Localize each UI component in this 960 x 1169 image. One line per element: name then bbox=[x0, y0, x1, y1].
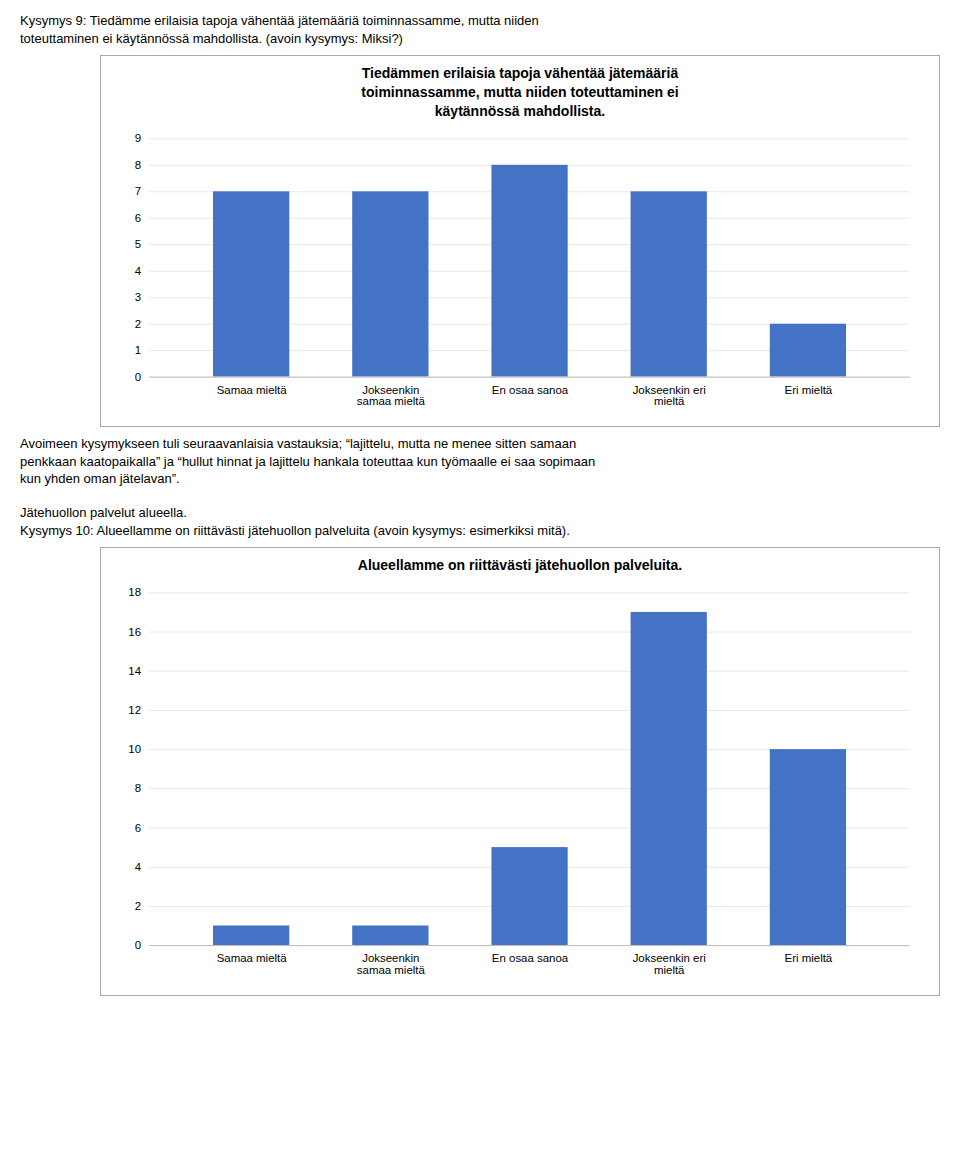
svg-text:Eri mieltä: Eri mieltä bbox=[785, 952, 833, 964]
svg-text:6: 6 bbox=[135, 212, 141, 224]
svg-text:10: 10 bbox=[128, 743, 141, 755]
html-text:Kysymys 10: Alueellamme on rii: Kysymys 10: Alueellamme on riittävästi j… bbox=[20, 522, 570, 538]
html-text:Kysymys 9: Tiedämme erilaisia: Kysymys 9: Tiedämme erilaisia tapoja väh… bbox=[20, 13, 539, 28]
html-text:Avoimeen kysymykseen tuli seur: Avoimeen kysymykseen tuli seuraavanlaisi… bbox=[20, 436, 577, 452]
svg-text:Samaa mieltä: Samaa mieltä bbox=[217, 952, 288, 964]
svg-text:0: 0 bbox=[135, 371, 141, 383]
html-text:toteuttaminen ei käytännössä m: toteuttaminen ei käytännössä mahdollista… bbox=[20, 30, 403, 46]
svg-text:Eri mieltä: Eri mieltä bbox=[785, 384, 833, 396]
svg-text:En osaa sanoa: En osaa sanoa bbox=[492, 384, 569, 396]
svg-text:2: 2 bbox=[135, 900, 141, 912]
svg-text:5: 5 bbox=[135, 238, 141, 250]
svg-text:12: 12 bbox=[128, 704, 141, 716]
svg-text:Samaa mieltä: Samaa mieltä bbox=[217, 384, 288, 396]
html-text:Alueellamme on riittävästi jät: Alueellamme on riittävästi jätehuollon p… bbox=[357, 557, 683, 573]
svg-text:En osaa sanoa: En osaa sanoa bbox=[492, 952, 569, 964]
svg-text:6: 6 bbox=[135, 822, 141, 834]
svg-text:18: 18 bbox=[128, 586, 141, 598]
svg-text:8: 8 bbox=[135, 782, 141, 794]
html-text:Jätehuollon palvelut alueella.: Jätehuollon palvelut alueella. bbox=[20, 505, 187, 520]
svg-text:7: 7 bbox=[135, 185, 141, 197]
svg-text:16: 16 bbox=[128, 626, 141, 638]
svg-text:0: 0 bbox=[135, 939, 141, 951]
svg-text:Jokseenkinsamaa mieltä: Jokseenkinsamaa mieltä bbox=[357, 384, 426, 407]
html-text:penkkaan kaatopaikalla” ja “hu: penkkaan kaatopaikalla” ja “hullut hinna… bbox=[20, 453, 596, 469]
svg-text:Jokseenkinsamaa mieltä: Jokseenkinsamaa mieltä bbox=[357, 952, 426, 975]
svg-text:14: 14 bbox=[128, 665, 141, 677]
svg-text:2: 2 bbox=[135, 318, 141, 330]
svg-text:4: 4 bbox=[135, 861, 142, 873]
svg-text:9: 9 bbox=[135, 132, 141, 144]
html-text:kun yhden oman jätelavan”.: kun yhden oman jätelavan”. bbox=[20, 471, 180, 487]
svg-text:3: 3 bbox=[135, 291, 141, 303]
svg-text:Jokseenkin erimieltä: Jokseenkin erimieltä bbox=[633, 952, 706, 975]
svg-text:1: 1 bbox=[135, 344, 141, 356]
svg-text:4: 4 bbox=[135, 265, 142, 277]
svg-text:Jokseenkin erimieltä: Jokseenkin erimieltä bbox=[633, 384, 706, 407]
svg-text:8: 8 bbox=[135, 159, 141, 171]
html-text:Tiedämmen erilaisia tapoja väh: Tiedämmen erilaisia tapoja vähentää jäte… bbox=[361, 65, 679, 119]
